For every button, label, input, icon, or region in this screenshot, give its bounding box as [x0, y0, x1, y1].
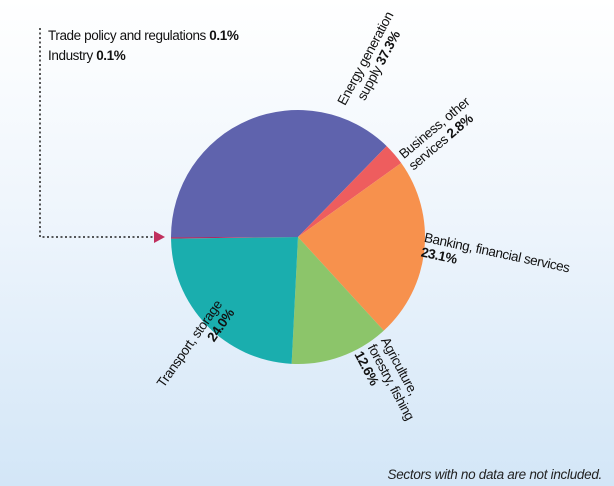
leader-line [39, 28, 156, 238]
slice-label: Trade policy and regulations 0.1% [48, 28, 308, 43]
slice-value: 0.1% [96, 48, 126, 63]
pie-slice [171, 237, 298, 239]
slice-value: 0.1% [209, 28, 239, 43]
slice-name: Industry [48, 48, 93, 63]
slice-label: Industry 0.1% [48, 48, 308, 63]
pie-slice [171, 109, 387, 237]
pie-slice [171, 237, 298, 364]
footnote: Sectors with no data are not included. [387, 467, 603, 482]
pie-slice [171, 237, 298, 238]
pie-slice [291, 237, 384, 365]
leader-arrow [154, 231, 165, 243]
pie-slice [298, 162, 426, 331]
slice-name: Trade policy and regulations [48, 28, 206, 43]
pie-slice [298, 146, 402, 237]
